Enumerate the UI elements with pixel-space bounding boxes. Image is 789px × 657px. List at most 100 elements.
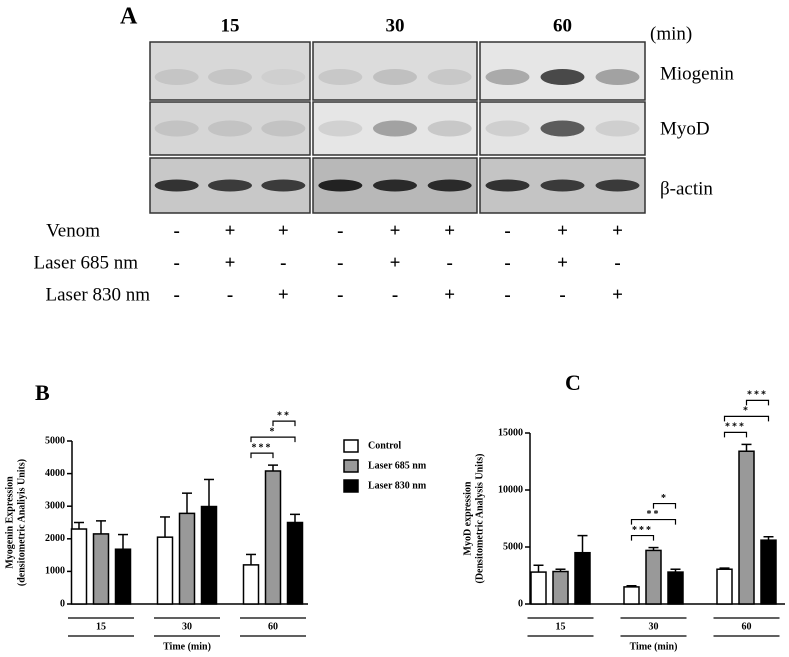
blot-box [312, 41, 478, 101]
bar [667, 571, 684, 605]
bar [716, 568, 733, 605]
legend-label: Laser 685 nm [368, 460, 427, 471]
sign: - [392, 284, 398, 305]
significance-label: *** [747, 390, 768, 401]
x-tick-label: 30 [649, 621, 659, 632]
bar [530, 571, 547, 605]
bar [264, 470, 282, 605]
blot-band [373, 69, 417, 85]
sign: - [504, 220, 510, 241]
sign: - [280, 252, 286, 273]
significance-label: * [661, 493, 668, 504]
blot-band [373, 120, 417, 137]
significance-bracket [630, 518, 677, 525]
bar [738, 450, 755, 605]
blot-band [595, 179, 640, 192]
significance-bracket [630, 534, 655, 541]
blot-band [540, 69, 585, 85]
significance-label: *** [252, 442, 273, 453]
sign: + [225, 252, 236, 273]
y-tick-label: 4000 [45, 468, 65, 479]
blot-band [485, 179, 530, 192]
sign: + [390, 220, 401, 241]
blot-box [149, 101, 311, 156]
blot-band [318, 69, 363, 85]
time-unit: (min) [650, 23, 692, 44]
blot-band [208, 179, 252, 192]
panel-label: B [35, 380, 50, 405]
sign: - [504, 284, 510, 305]
bar [92, 533, 110, 605]
sign: - [174, 220, 180, 241]
time-label: 15 [221, 15, 240, 36]
sign: + [278, 284, 289, 305]
treatment-label: Laser 830 nm [46, 284, 151, 305]
bar [574, 551, 591, 605]
blot-band [427, 179, 472, 192]
significance-bracket [250, 452, 274, 459]
legend-swatch [343, 479, 359, 493]
significance-label: * [270, 426, 277, 437]
blot-band [427, 69, 472, 85]
significance-label: ** [277, 410, 291, 421]
significance-label: ** [647, 509, 661, 520]
sign: - [227, 284, 233, 305]
blot-band [540, 120, 585, 137]
blot-band [485, 69, 530, 85]
blot-band [318, 179, 363, 192]
bar [760, 539, 777, 605]
sign: + [612, 220, 623, 241]
row-label: MyoD [660, 118, 710, 139]
x-tick-label: 15 [96, 621, 106, 632]
row-label: β-actin [660, 178, 713, 199]
y-axis-label: Myogenin Expression [4, 476, 15, 569]
blot-band [540, 179, 585, 192]
blot-box [149, 41, 311, 101]
legend-label: Control [368, 440, 401, 451]
bar [178, 512, 196, 605]
panel-label: A [120, 4, 138, 30]
significance-label: *** [725, 422, 746, 433]
significance-bracket [272, 420, 296, 427]
significance-bracket [723, 415, 770, 422]
blot-band [154, 179, 199, 192]
sign: - [504, 252, 510, 273]
blot-band [261, 69, 306, 85]
sign: - [174, 252, 180, 273]
sign: - [559, 284, 565, 305]
sign: - [337, 252, 343, 273]
bar [623, 586, 640, 605]
sign: + [444, 220, 455, 241]
significance-bracket [250, 436, 296, 443]
blot-box [312, 101, 478, 156]
x-axis-label: Time (min) [163, 641, 211, 652]
blot-band [595, 120, 640, 137]
blot-band [485, 120, 530, 137]
y-tick-label: 10000 [498, 484, 523, 495]
blot-band [208, 69, 252, 85]
bar [242, 564, 260, 605]
sign: + [390, 252, 401, 273]
panel-label: C [565, 370, 581, 395]
sign: - [337, 220, 343, 241]
blot-band [154, 120, 199, 137]
blot-band [154, 69, 199, 85]
blot-band [261, 179, 306, 192]
x-tick-label: 60 [268, 621, 278, 632]
sign: - [174, 284, 180, 305]
sign: + [225, 220, 236, 241]
bar [286, 521, 304, 605]
y-axis-label: (Densitometric Analysis Units) [474, 454, 485, 584]
y-tick-label: 0 [518, 598, 523, 609]
y-tick-label: 5000 [45, 435, 65, 446]
row-label: Miogenin [660, 63, 734, 84]
blot-band [595, 69, 640, 85]
legend-swatch [343, 439, 359, 453]
significance-label: * [743, 406, 750, 417]
legend-swatch [343, 459, 359, 473]
significance-bracket [652, 502, 677, 509]
x-tick-label: 15 [556, 621, 566, 632]
time-label: 60 [553, 15, 572, 36]
time-label: 30 [386, 15, 405, 36]
sign: - [447, 252, 453, 273]
